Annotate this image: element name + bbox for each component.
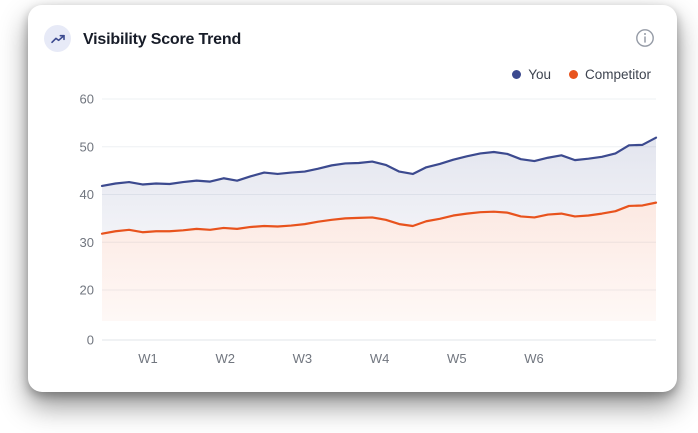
legend-label-competitor: Competitor — [584, 67, 651, 82]
y-tick-label: 20 — [80, 283, 94, 298]
visibility-trend-chart: 60 50 40 30 20 0 W1 W2 W3 W4 W5 W6 — [80, 92, 658, 366]
x-tick-label: W6 — [524, 351, 544, 366]
chart-legend: You Competitor — [512, 67, 651, 82]
y-tick-label: 40 — [80, 187, 94, 202]
x-tick-label: W4 — [370, 351, 390, 366]
legend-dot-competitor — [568, 70, 578, 79]
trending-up-icon — [50, 34, 65, 43]
info-icon — [636, 29, 654, 47]
legend-item-competitor[interactable]: Competitor — [568, 67, 651, 82]
x-tick-label: W3 — [293, 351, 313, 366]
legend-label-you: You — [528, 67, 551, 82]
y-tick-label: 0 — [87, 333, 94, 348]
x-tick-label: W2 — [215, 351, 235, 366]
card-title: Visibility Score Trend — [83, 31, 242, 48]
visibility-score-card: Visibility Score Trend You Competitor 60… — [28, 5, 677, 392]
y-tick-label: 60 — [80, 92, 94, 107]
you-line — [100, 136, 658, 188]
competitor-line — [100, 201, 658, 235]
info-button[interactable] — [635, 28, 655, 48]
legend-dot-you — [512, 70, 522, 79]
y-tick-label: 50 — [80, 139, 94, 154]
x-tick-label: W5 — [447, 351, 467, 366]
header-icon-badge — [44, 25, 71, 52]
y-tick-label: 30 — [80, 235, 94, 250]
x-tick-label: W1 — [138, 351, 158, 366]
legend-item-you[interactable]: You — [512, 67, 551, 82]
